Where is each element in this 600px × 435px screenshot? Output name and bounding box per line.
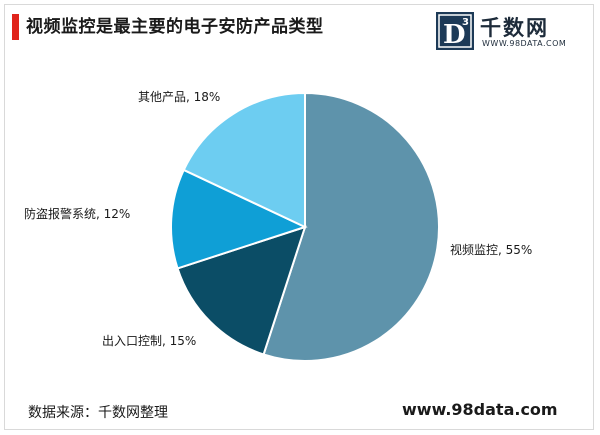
pie-slice-1 (262, 91, 440, 362)
slice-label-2: 出入口控制, 15% (102, 334, 196, 348)
logo-url: WWW.98DATA.COM (482, 39, 567, 48)
slice-label-1: 视频监控, 55% (450, 242, 532, 257)
logo-mark-superscript: 3 (462, 17, 469, 28)
chart-title: 视频监控是最主要的电子安防产品类型 (26, 17, 324, 37)
brand-logo: D 3 千数网 WWW.98DATA.COM (436, 10, 586, 54)
pie-slice-4 (182, 91, 306, 229)
pie-slice-3 (170, 168, 308, 270)
title-accent-bar (12, 14, 19, 40)
logo-mark-letter: D (443, 20, 466, 50)
chart-frame (4, 4, 594, 430)
slice-label-3: 防盗报警系统, 12% (24, 206, 130, 221)
data-source-note: 数据来源：千数网整理 (28, 405, 168, 421)
slice-label-4: 其他产品, 18% (138, 90, 220, 104)
d3-logo-icon: D 3 (436, 12, 474, 50)
logo-name: 千数网 (480, 16, 549, 40)
website-url: www.98data.com (402, 400, 558, 419)
